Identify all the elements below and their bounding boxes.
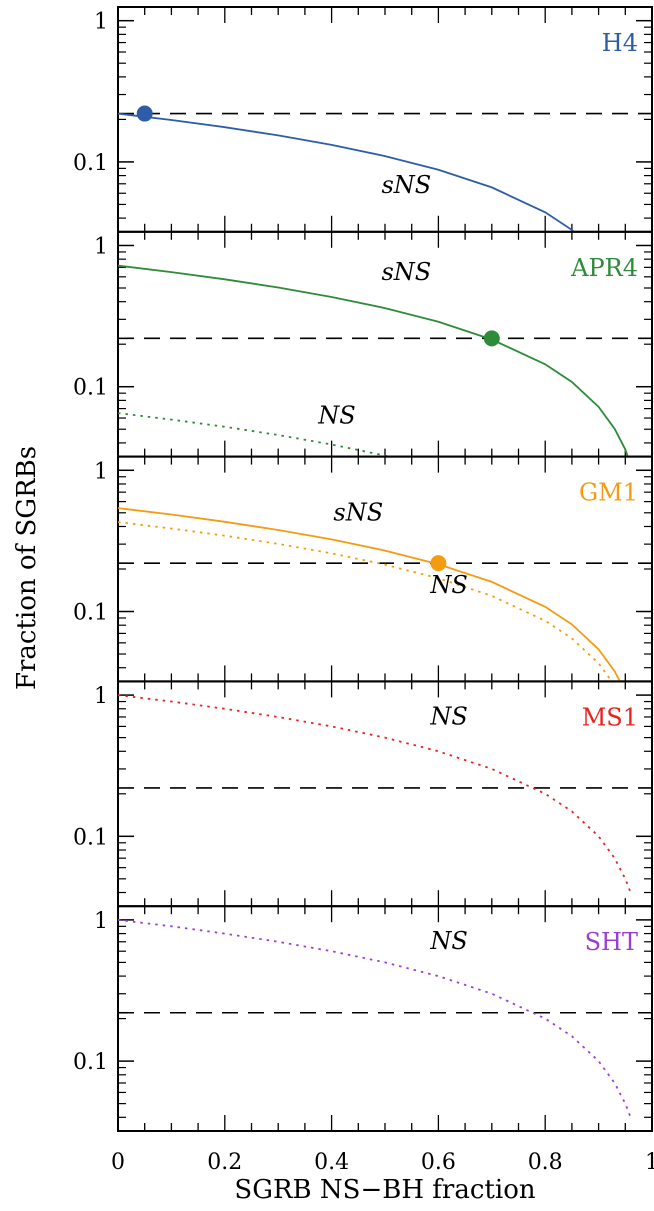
y-tick-label: 0.1 xyxy=(73,1050,108,1075)
y-tick-label: 0.1 xyxy=(73,825,108,850)
panel-frame xyxy=(117,680,653,908)
y-tick-label: 1 xyxy=(94,459,108,484)
x-ticks xyxy=(117,681,653,907)
panel-frame xyxy=(117,455,653,683)
y-tick-labels: 10.1 xyxy=(73,909,108,1075)
x-axis-title: SGRB NS−BH fraction xyxy=(234,1175,535,1205)
marker-point xyxy=(483,330,500,347)
y-tick-labels: 10.1 xyxy=(73,10,108,176)
x-ticks xyxy=(117,906,653,1131)
x-tick-label: 0.8 xyxy=(528,1150,563,1175)
y-tick-labels: 10.1 xyxy=(73,234,108,400)
model-label: MS1 xyxy=(582,703,638,731)
x-ticks xyxy=(117,7,653,232)
x-tick-labels: 0 0.2 0.4 0.6 0.8 1 xyxy=(111,1150,654,1175)
y-axis-title: Fraction of SGRBs xyxy=(12,446,42,690)
series-ns-line xyxy=(118,919,632,1118)
y-ticks xyxy=(118,469,652,669)
y-ticks xyxy=(118,919,652,1118)
y-tick-labels: 10.1 xyxy=(73,684,108,850)
panel-ms1: 10.1NS MS1 xyxy=(73,680,653,908)
curve-label-sns: sNS xyxy=(381,171,431,199)
series-ns-line xyxy=(118,521,613,682)
curve-label-ns: NS xyxy=(317,401,355,429)
x-tick-label: 0.2 xyxy=(207,1150,242,1175)
y-tick-label: 1 xyxy=(94,234,108,259)
y-tick-label: 0.1 xyxy=(73,151,108,176)
x-tick-label: 0.6 xyxy=(421,1150,456,1175)
x-ticks xyxy=(117,456,653,682)
panel-sht: 10.1NS SHT xyxy=(73,905,653,1133)
y-ticks xyxy=(118,694,652,894)
y-ticks xyxy=(118,244,652,444)
curve-label-ns: NS xyxy=(429,702,467,730)
x-tick-label: 0 xyxy=(111,1150,125,1175)
curve-label-sns: sNS xyxy=(333,499,383,527)
x-tick-label: 1 xyxy=(645,1150,654,1175)
model-label: SHT xyxy=(585,928,638,956)
model-label: APR4 xyxy=(570,254,638,282)
marker-point xyxy=(430,555,447,572)
curves xyxy=(118,264,629,457)
y-tick-label: 1 xyxy=(94,684,108,709)
curve-label-ns: NS xyxy=(429,571,467,599)
y-tick-label: 0.1 xyxy=(73,376,108,401)
series-sns-line xyxy=(118,112,576,232)
x-tick-label: 0.4 xyxy=(314,1150,349,1175)
panels-group: 10.1sNSH410.1sNSNSAPR410.1sNSNSGM110.1NS… xyxy=(73,6,653,1133)
series-sns-line xyxy=(118,507,621,682)
curve-label-ns: NS xyxy=(429,927,467,955)
panel-frame xyxy=(117,905,653,1133)
curves xyxy=(118,112,576,232)
curves xyxy=(118,694,632,893)
model-label: GM1 xyxy=(579,479,638,507)
curves xyxy=(118,919,632,1118)
y-tick-label: 0.1 xyxy=(73,601,108,626)
y-tick-label: 1 xyxy=(94,909,108,934)
marker-point xyxy=(136,105,153,122)
series-ns-line xyxy=(118,694,632,893)
curves xyxy=(118,507,621,682)
y-tick-labels: 10.1 xyxy=(73,459,108,625)
series-sns-line xyxy=(118,264,629,457)
y-ticks xyxy=(118,19,652,219)
y-tick-label: 1 xyxy=(94,10,108,35)
curve-label-sns: sNS xyxy=(381,258,431,286)
model-label: H4 xyxy=(602,29,638,57)
